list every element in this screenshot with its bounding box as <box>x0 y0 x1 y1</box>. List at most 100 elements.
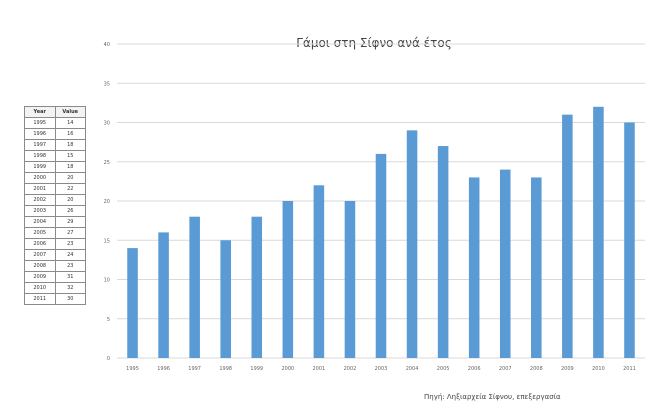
chart-plot-area: 0 5 10 15 20 25 30 35 40 1995 1996 1997 1998 1999 200… <box>104 42 645 372</box>
table-value-cell: 20 <box>54 172 86 184</box>
table-year-cell: 2007 <box>24 249 56 261</box>
x-axis-tick-label: 2009 <box>561 366 574 372</box>
table-row: 1996 16 <box>24 128 86 140</box>
y-axis-tick-label: 25 <box>104 160 110 166</box>
table-value-cell: 23 <box>54 260 86 272</box>
bar <box>344 201 356 358</box>
bar <box>158 232 169 358</box>
table-row: 2003 26 <box>24 205 86 217</box>
bars <box>127 106 635 359</box>
table-value-cell: 31 <box>54 271 86 283</box>
table-year-cell: 2010 <box>24 282 56 294</box>
x-axis-tick-label: 2002 <box>344 366 357 372</box>
table-year-cell: 2008 <box>24 260 56 272</box>
table-row: 2001 22 <box>24 183 86 195</box>
data-table-value-header: Value <box>54 106 86 118</box>
table-row: 2005 27 <box>24 227 86 239</box>
table-year-cell: 2002 <box>24 194 56 206</box>
table-value-cell: 16 <box>54 128 86 140</box>
table-year-cell: 2003 <box>24 205 56 217</box>
table-row: 2010 32 <box>24 282 86 294</box>
table-value-cell: 27 <box>54 227 86 239</box>
bar-chart: Γάμοι στη Σίφνο ανά έτος 0 5 10 15 20 25 30 35 4… <box>95 17 653 380</box>
y-axis-tick-label: 5 <box>107 317 110 323</box>
x-axis-tick-label: 2010 <box>592 366 605 372</box>
bar <box>220 240 231 358</box>
x-axis-tick-label: 2004 <box>406 366 419 372</box>
table-year-cell: 2000 <box>24 172 56 184</box>
table-row: 1997 18 <box>24 139 86 151</box>
table-year-cell: 2011 <box>24 293 56 305</box>
table-row: 2009 31 <box>24 271 86 283</box>
bar <box>313 185 325 358</box>
x-axis-tick-label: 2008 <box>530 366 543 372</box>
y-axis-tick-label: 15 <box>104 238 110 244</box>
table-row: 1998 15 <box>24 150 86 162</box>
x-axis-tick-label: 2011 <box>623 366 636 372</box>
bar <box>531 177 542 358</box>
table-value-cell: 26 <box>54 205 86 217</box>
bar <box>562 114 573 359</box>
table-row: 2011 30 <box>24 293 86 305</box>
bar <box>189 216 200 358</box>
y-axis-tick-label: 0 <box>107 356 110 362</box>
data-table: Year Value 1995 14 1996 16 1997 18 1998 15 1… <box>24 106 86 305</box>
table-year-cell: 2004 <box>24 216 56 228</box>
table-year-cell: 1998 <box>24 150 56 162</box>
x-axis-tick-label: 1995 <box>126 366 139 372</box>
bar <box>624 122 635 358</box>
table-value-cell: 30 <box>54 293 86 305</box>
table-value-cell: 15 <box>54 150 86 162</box>
x-axis-tick-label: 2003 <box>375 366 388 372</box>
bar <box>437 146 449 358</box>
table-year-cell: 1999 <box>24 161 56 173</box>
table-year-cell: 1996 <box>24 128 56 140</box>
bar <box>375 153 387 358</box>
table-value-cell: 14 <box>54 117 86 129</box>
bar <box>593 106 604 358</box>
x-axis-tick-label: 2007 <box>499 366 512 372</box>
x-axis-tick-labels: 1995 1996 1997 1998 1999 2000 2001 2002 2003 2004… <box>126 366 636 372</box>
table-year-cell: 1995 <box>24 117 56 129</box>
y-axis-tick-label: 30 <box>104 121 110 127</box>
x-axis-tick-label: 1998 <box>219 366 232 372</box>
bar <box>127 248 138 358</box>
bar <box>251 216 263 358</box>
y-axis-tick-label: 20 <box>104 199 110 205</box>
table-row: 2007 24 <box>24 249 86 261</box>
bar <box>406 130 418 358</box>
table-row: 2006 23 <box>24 238 86 250</box>
y-axis-tick-labels: 0 5 10 15 20 25 30 35 40 <box>104 42 110 362</box>
table-year-cell: 2006 <box>24 238 56 250</box>
bar <box>468 177 480 358</box>
bar <box>499 169 511 358</box>
source-note: Πηγή: Ληξιαρχεία Σίφνου, επεξεργασία <box>424 393 561 401</box>
table-value-cell: 32 <box>54 282 86 294</box>
table-value-cell: 29 <box>54 216 86 228</box>
x-axis-tick-label: 2006 <box>468 366 481 372</box>
x-axis-tick-label: 2001 <box>313 366 326 372</box>
x-axis-tick-label: 2005 <box>437 366 450 372</box>
x-axis-tick-label: 2000 <box>281 366 294 372</box>
y-axis-tick-label: 40 <box>104 42 110 48</box>
x-axis-tick-label: 1997 <box>188 366 201 372</box>
x-axis-tick-label: 1999 <box>250 366 263 372</box>
table-value-cell: 18 <box>54 139 86 151</box>
data-table-year-header: Year <box>24 106 56 118</box>
table-row: 1999 18 <box>24 161 86 173</box>
table-value-cell: 22 <box>54 183 86 195</box>
data-table-body: 1995 14 1996 16 1997 18 1998 15 1999 18 2000 2… <box>24 117 86 305</box>
table-value-cell: 24 <box>54 249 86 261</box>
table-row: 2008 23 <box>24 260 86 272</box>
table-row: 2002 20 <box>24 194 86 206</box>
bar <box>282 201 294 358</box>
table-value-cell: 20 <box>54 194 86 206</box>
table-row: 2000 20 <box>24 172 86 184</box>
table-row: 2004 29 <box>24 216 86 228</box>
x-axis-tick-label: 1996 <box>157 366 170 372</box>
y-axis-tick-label: 10 <box>104 278 110 284</box>
y-axis-tick-label: 35 <box>104 81 110 87</box>
table-year-cell: 1997 <box>24 139 56 151</box>
data-table-head: Year Value <box>24 106 86 118</box>
data-table-header-row: Year Value <box>24 106 86 118</box>
